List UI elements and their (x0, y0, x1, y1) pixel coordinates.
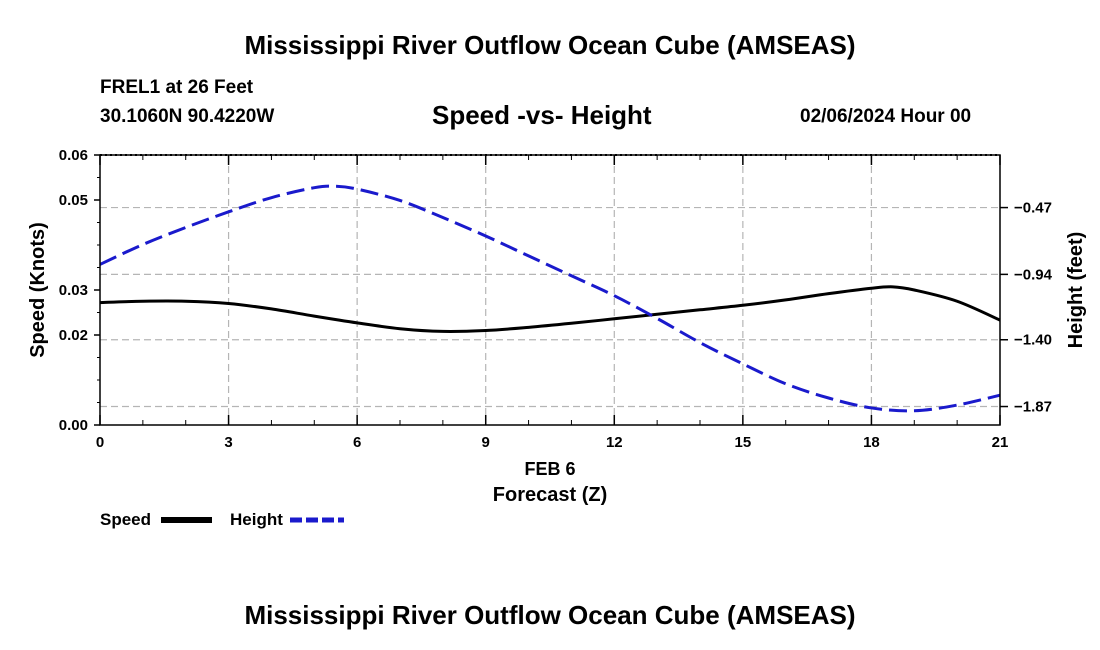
page-title: Mississippi River Outflow Ocean Cube (AM… (244, 30, 856, 60)
y-axis-label: Speed (Knots) (27, 222, 49, 358)
coordinates-label: 30.1060N 90.4220W (100, 106, 275, 127)
series-line-speed (99, 285, 1001, 333)
legend-label-speed: Speed (100, 510, 152, 529)
y-tick-label: 0.02 (59, 327, 88, 344)
y2-tick-label: −0.47 (1014, 200, 1052, 217)
footer-title: Mississippi River Outflow Ocean Cube (AM… (244, 600, 856, 630)
y-tick-label: 0.03 (59, 282, 88, 299)
x-tick-label: 12 (606, 434, 623, 451)
y-tick-label: 0.00 (59, 417, 88, 434)
legend-label-height: Height (230, 510, 283, 529)
y2-tick-label: −1.40 (1014, 332, 1052, 349)
legend-swatch-speed (161, 517, 212, 523)
x-tick-label: 9 (482, 434, 490, 451)
legend-swatch-height (290, 517, 344, 523)
x-tick-label: 3 (224, 434, 232, 451)
y-tick-label: 0.06 (59, 147, 88, 164)
grid-layer (100, 155, 1000, 425)
datetime-label: 02/06/2024 Hour 00 (800, 106, 972, 127)
axis-layer: 0 3 6 9 12 15 18 21 0.00 0.02 0.03 0.05 0.06 −0.47 −0.… (59, 147, 1053, 451)
x-tick-label: 0 (96, 434, 104, 451)
x-axis-date-label: FEB 6 (524, 459, 575, 479)
series-layer (99, 184, 1001, 413)
y2-tick-label: −1.87 (1014, 399, 1052, 416)
x-tick-label: 15 (735, 434, 752, 451)
chart-title: Speed -vs- Height (432, 100, 652, 130)
station-label: FREL1 at 26 Feet (100, 77, 254, 98)
y2-tick-label: −0.94 (1014, 266, 1053, 283)
y-tick-label: 0.05 (59, 192, 88, 209)
x-tick-label: 21 (992, 434, 1009, 451)
x-tick-label: 18 (863, 434, 880, 451)
y2-axis-label: Height (feet) (1065, 232, 1087, 349)
x-axis-label: Forecast (Z) (493, 484, 607, 506)
x-tick-label: 6 (353, 434, 361, 451)
series-line-height (99, 184, 1001, 413)
